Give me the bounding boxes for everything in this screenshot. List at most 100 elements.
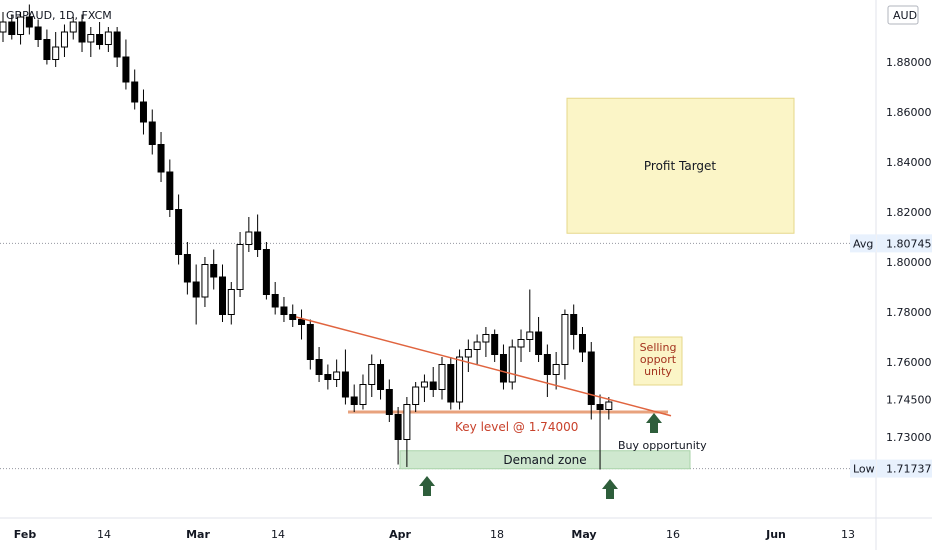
candle-body — [113, 31, 121, 58]
date-tick-label: Feb — [14, 528, 37, 541]
candle-body — [210, 264, 218, 278]
candle-body — [412, 386, 420, 405]
candle — [0, 12, 7, 42]
candle — [148, 109, 156, 155]
candle-body — [377, 364, 385, 390]
candle-body — [578, 334, 586, 353]
candle — [219, 264, 226, 322]
candle-body — [43, 39, 51, 60]
candle-body — [157, 144, 165, 173]
candle-body — [87, 34, 95, 43]
price-tick-label: 1.84000 — [886, 156, 932, 169]
candle — [245, 217, 253, 252]
candle-body — [201, 264, 209, 298]
candle — [605, 397, 613, 420]
candle — [175, 194, 183, 265]
candle-body — [219, 276, 226, 315]
candle-body — [350, 396, 358, 405]
selling-label-line: opport — [640, 353, 677, 366]
candle — [412, 382, 420, 412]
candle — [236, 232, 244, 297]
candle-body — [298, 319, 306, 325]
candle — [25, 4, 33, 35]
candle — [438, 357, 446, 400]
candle — [201, 257, 209, 307]
candle — [491, 329, 499, 362]
up-arrow-icon — [602, 479, 618, 499]
candle-body — [96, 34, 104, 45]
zones: Profit Target Demand zone Key level @ 1.74… — [348, 97, 795, 470]
candle — [535, 317, 543, 362]
price-tick-label: 1.88000 — [886, 56, 932, 69]
up-arrow-icon — [646, 413, 662, 433]
candle — [350, 384, 358, 412]
price-tick-label: 1.78000 — [886, 306, 932, 319]
candle — [43, 29, 51, 65]
date-tick-label: 13 — [841, 528, 855, 541]
candle — [17, 12, 25, 45]
candles — [0, 4, 613, 470]
candle-body — [315, 359, 323, 375]
candle — [139, 89, 147, 135]
candle — [60, 24, 68, 57]
trendline — [295, 316, 672, 417]
candle-body — [254, 231, 262, 250]
candle — [104, 27, 112, 52]
candle-body — [271, 294, 279, 308]
candle-body — [561, 314, 569, 365]
candle-body — [131, 81, 139, 103]
candle-body — [166, 171, 174, 210]
key-level-line — [348, 410, 668, 414]
date-tick-label: 14 — [97, 528, 111, 541]
candle-body — [104, 31, 112, 45]
profit-target-zone — [566, 97, 795, 234]
candle-body — [526, 331, 534, 340]
candle-body — [17, 16, 25, 35]
candle-body — [324, 374, 332, 380]
candle-body — [429, 381, 437, 390]
candle — [166, 159, 174, 217]
candle-body — [394, 414, 402, 440]
candle — [157, 132, 165, 182]
marker-tag-label: Avg — [853, 237, 873, 250]
candle — [526, 289, 534, 352]
price-tick-label: 1.82000 — [886, 206, 932, 219]
date-tick-label: Mar — [186, 528, 210, 541]
candle — [377, 359, 385, 400]
candle-body — [420, 381, 428, 388]
price-tick-label: 1.76000 — [886, 356, 932, 369]
candle — [561, 309, 569, 380]
price-tick-label: 1.86000 — [886, 106, 932, 119]
date-tick-label: 14 — [271, 528, 285, 541]
candle — [315, 347, 323, 382]
candle-body — [359, 384, 367, 405]
candle — [587, 342, 595, 420]
candle — [552, 352, 560, 390]
candle — [359, 374, 367, 410]
candle-body — [139, 101, 147, 123]
candle — [473, 334, 481, 365]
candle — [69, 17, 77, 40]
marker-value-label: 1.71737 — [886, 463, 932, 476]
candle-body — [535, 331, 543, 355]
selling-label-line: unity — [644, 365, 672, 378]
marker-value-bg — [877, 459, 932, 478]
candle-body — [78, 21, 86, 43]
candle-body — [52, 46, 60, 60]
candle-body — [60, 31, 68, 48]
demand-zone-label: Demand zone — [503, 453, 586, 467]
currency-label: AUD — [893, 9, 917, 22]
candle — [192, 264, 200, 325]
candle-body — [473, 341, 481, 350]
candle — [456, 349, 464, 410]
date-tick-label: May — [571, 528, 596, 541]
candle — [78, 14, 86, 52]
candle — [499, 344, 507, 390]
buy-opportunity-label: Buy opportunity — [618, 439, 707, 452]
candle — [87, 27, 95, 57]
candle-body — [0, 21, 7, 33]
candle-body — [587, 351, 595, 405]
candle — [403, 397, 411, 467]
